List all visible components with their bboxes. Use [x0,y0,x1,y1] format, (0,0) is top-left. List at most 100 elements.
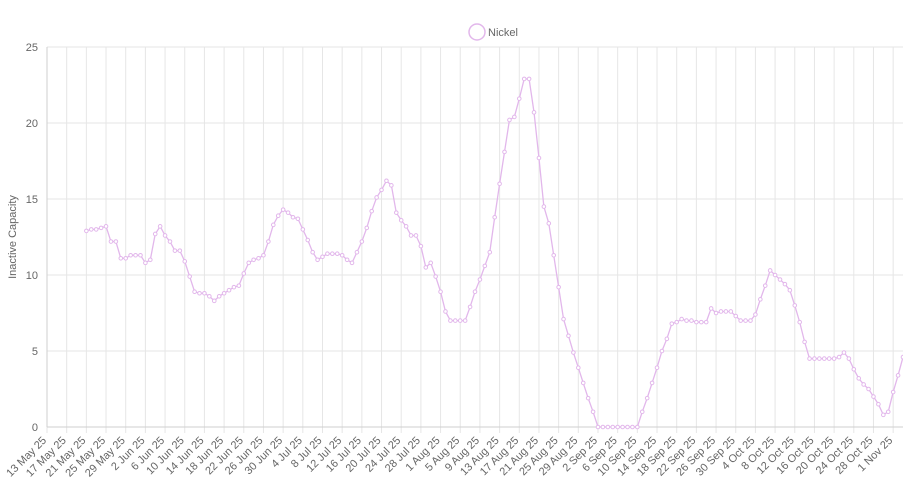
data-point[interactable] [654,365,660,371]
data-point[interactable] [502,149,507,155]
data-point[interactable] [384,178,389,184]
data-point[interactable] [462,318,468,323]
data-point[interactable] [649,380,655,386]
data-point[interactable] [512,114,517,120]
data-point[interactable] [590,409,596,415]
data-point[interactable] [630,424,635,430]
data-point[interactable] [216,293,222,299]
data-point[interactable] [310,249,315,255]
data-point[interactable] [457,318,463,323]
data-point[interactable] [551,252,557,258]
data-point[interactable] [841,350,847,355]
data-point[interactable] [93,227,99,232]
data-point[interactable] [433,274,438,279]
data-point[interactable] [369,208,374,214]
data-point[interactable] [659,348,665,354]
data-point[interactable] [600,424,606,430]
data-point[interactable] [679,316,684,322]
data-point[interactable] [157,224,163,229]
data-point[interactable] [271,222,276,228]
data-point[interactable] [261,252,266,258]
data-point[interactable] [674,319,680,325]
data-point[interactable] [797,319,802,325]
data-point[interactable] [531,110,537,115]
data-point[interactable] [300,227,306,232]
data-point[interactable] [320,254,325,260]
data-point[interactable] [280,207,286,212]
data-point[interactable] [792,303,798,308]
data-point[interactable] [108,239,114,244]
data-point[interactable] [871,394,876,399]
data-point[interactable] [713,310,719,316]
data-point[interactable] [536,155,542,161]
data-point[interactable] [133,252,138,258]
data-point[interactable] [344,257,350,263]
data-point[interactable] [585,395,591,401]
data-point[interactable] [580,380,586,386]
data-point[interactable] [211,298,217,304]
data-point[interactable] [88,227,94,232]
data-point[interactable] [733,313,739,319]
data-point[interactable] [241,271,247,276]
data-point[interactable] [152,231,158,237]
data-point[interactable] [625,424,630,430]
data-point[interactable] [846,356,852,361]
data-point[interactable] [374,195,379,200]
data-point[interactable] [138,252,143,258]
data-point[interactable] [187,274,192,279]
data-point[interactable] [389,183,394,188]
data-point[interactable] [167,239,173,244]
data-point[interactable] [851,366,857,372]
data-point[interactable] [266,239,271,244]
data-point[interactable] [571,350,576,355]
data-point[interactable] [408,233,414,238]
data-point[interactable] [699,319,704,325]
data-point[interactable] [231,284,237,290]
data-point[interactable] [753,312,758,317]
data-point[interactable] [694,319,699,325]
data-point[interactable] [202,290,207,296]
data-point[interactable] [172,248,178,253]
data-point[interactable] [812,356,817,361]
data-point[interactable] [516,96,522,101]
data-point[interactable] [477,277,483,282]
data-point[interactable] [177,248,183,253]
data-point[interactable] [285,210,291,215]
data-point[interactable] [620,424,625,430]
data-point[interactable] [767,268,773,273]
data-point[interactable] [123,255,129,261]
data-point[interactable] [748,318,753,323]
data-point[interactable] [128,252,133,258]
data-point[interactable] [295,216,301,222]
data-point[interactable] [162,233,168,238]
data-point[interactable] [728,309,734,314]
data-point[interactable] [566,333,571,339]
data-point[interactable] [561,316,566,322]
data-point[interactable] [881,412,886,418]
data-point[interactable] [226,287,232,293]
data-point[interactable] [772,272,778,278]
data-point[interactable] [895,373,901,378]
data-point[interactable] [723,309,729,314]
data-point[interactable] [359,239,365,244]
data-point[interactable] [315,257,320,263]
data-point[interactable] [418,243,424,249]
data-point[interactable] [339,252,345,258]
data-point[interactable] [330,251,335,257]
data-point[interactable] [507,117,512,123]
data-point[interactable] [192,289,197,295]
data-point[interactable] [821,356,827,361]
data-point[interactable] [251,257,256,263]
data-point[interactable] [236,283,242,288]
data-point[interactable] [521,76,527,82]
data-point[interactable] [787,287,793,293]
data-point[interactable] [364,225,370,231]
data-point[interactable] [487,249,493,255]
data-point[interactable] [762,283,768,288]
data-point[interactable] [556,284,561,290]
data-point[interactable] [398,217,404,223]
data-point[interactable] [861,382,866,387]
data-point[interactable] [664,336,670,342]
data-point[interactable] [182,259,188,264]
data-point[interactable] [423,265,429,270]
